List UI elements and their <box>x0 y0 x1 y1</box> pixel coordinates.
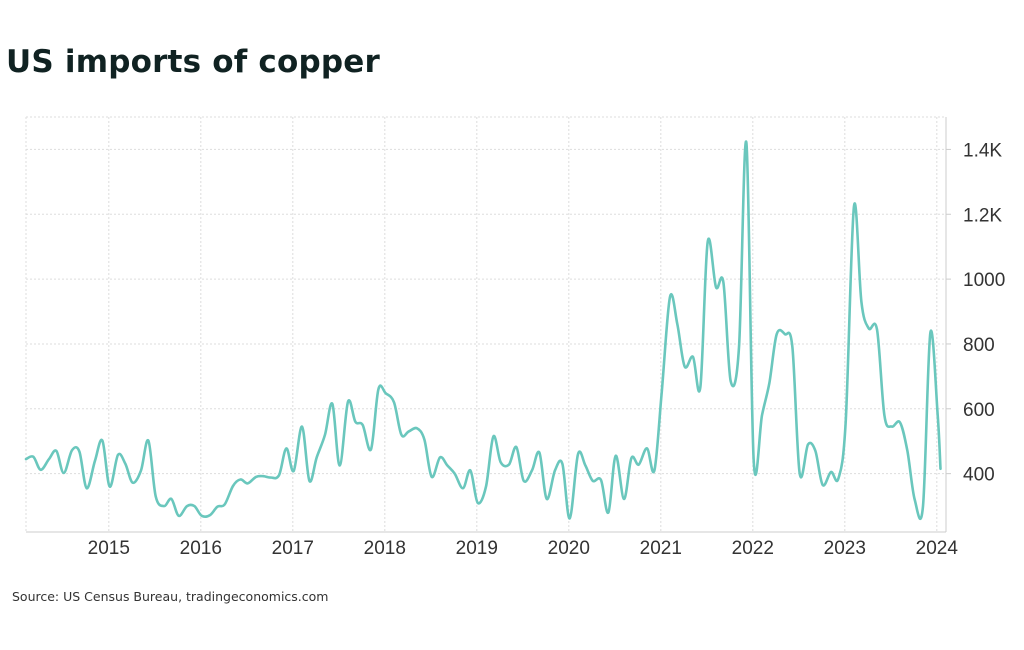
series <box>24 140 942 520</box>
chart-title: US imports of copper <box>6 44 381 80</box>
x-tick-label-2019: 2019 <box>456 538 498 559</box>
grid <box>25 116 946 532</box>
x-tick-label-2015: 2015 <box>88 538 130 559</box>
y-tick-label-1400: 1.4K <box>963 140 1002 161</box>
y-tick-label-1000: 1000 <box>963 270 1005 291</box>
x-tick-label-2023: 2023 <box>824 538 866 559</box>
source-note: Source: US Census Bureau, tradingeconomi… <box>12 589 329 604</box>
series-line-0 <box>24 140 942 520</box>
x-tick-label-2024: 2024 <box>916 538 959 559</box>
x-tick-label-2016: 2016 <box>180 538 222 559</box>
y-tick-label-400: 400 <box>963 465 995 486</box>
y-tick-label-1200: 1.2K <box>963 205 1002 226</box>
axes <box>26 117 951 533</box>
y-tick-label-800: 800 <box>963 335 995 356</box>
x-tick-label-2022: 2022 <box>732 538 774 559</box>
x-tick-label-2017: 2017 <box>272 538 314 559</box>
x-tick-label-2021: 2021 <box>640 538 682 559</box>
y-tick-label-600: 600 <box>963 400 995 421</box>
x-tick-label-2020: 2020 <box>548 538 590 559</box>
x-tick-label-2018: 2018 <box>364 538 406 559</box>
tick-labels: 2015 2016 2017 2018 2019 2020 2021 2022 2023 2024… <box>88 140 1006 559</box>
